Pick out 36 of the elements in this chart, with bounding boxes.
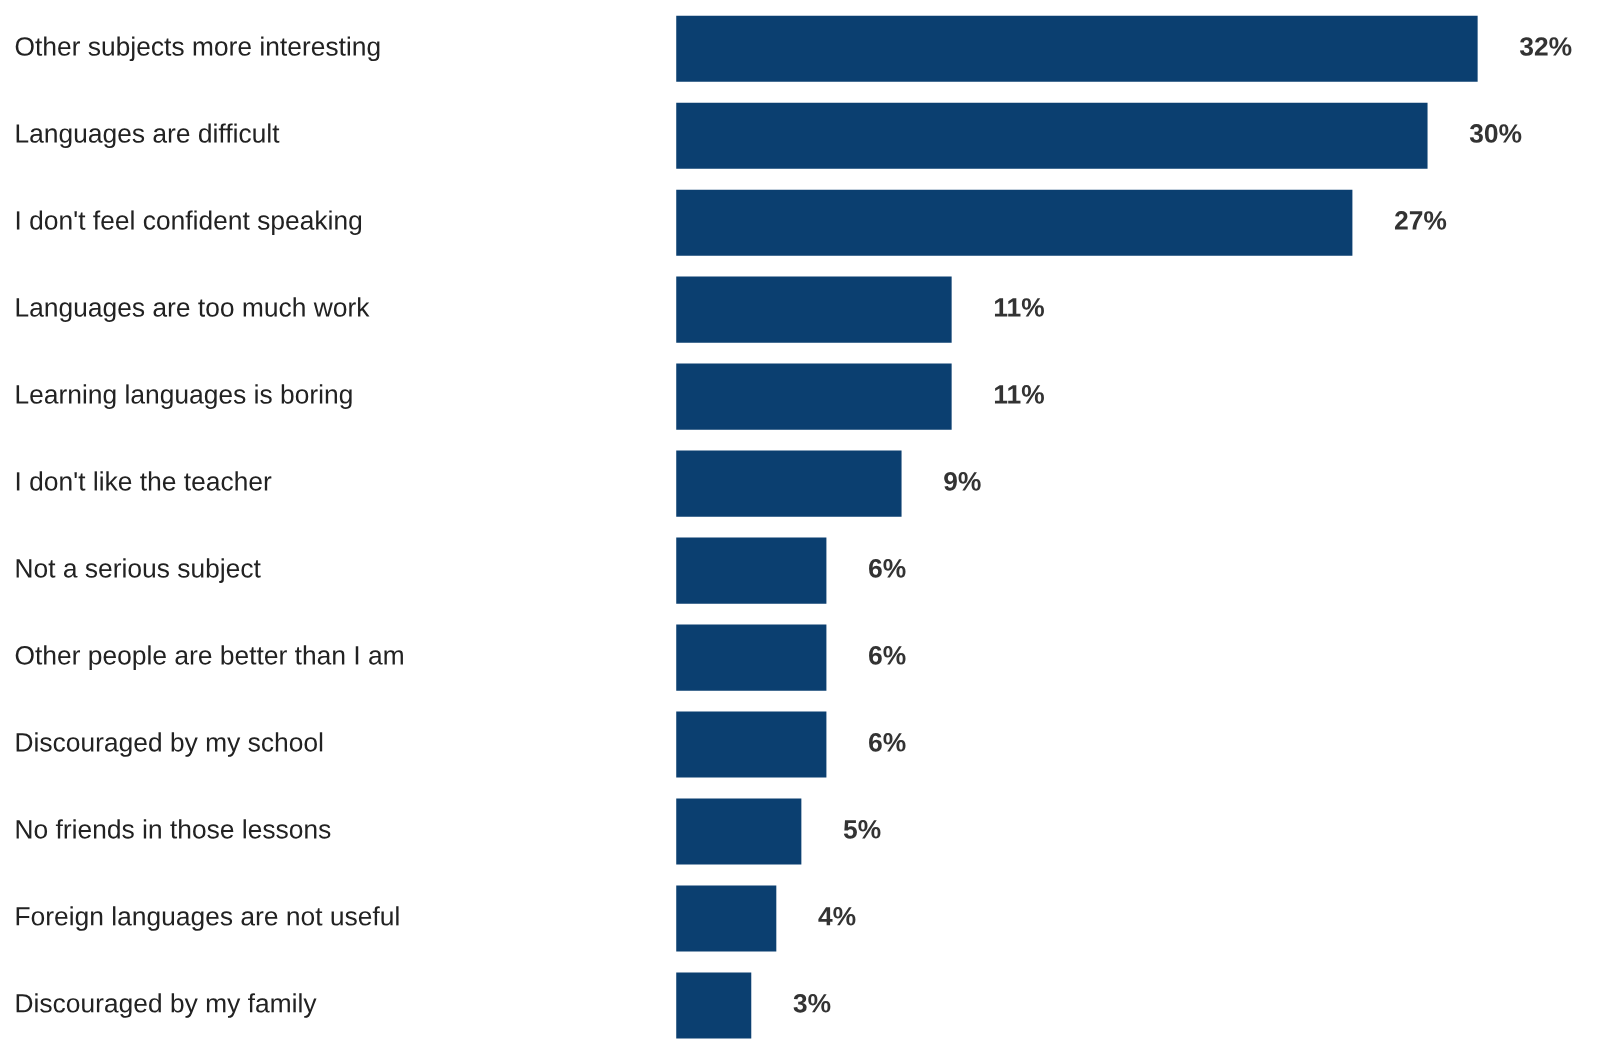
y-tick-label: Discouraged by my school — [16, 732, 323, 757]
y-tick-label: No friends in those lessons — [16, 819, 331, 839]
bar — [676, 276, 952, 343]
y-tick-label: Languages are difficult — [16, 123, 280, 149]
bar — [676, 798, 802, 865]
y-tick-label: I don't feel confident speaking — [16, 210, 362, 235]
data-label: 9% — [944, 472, 981, 491]
y-tick-label: Foreign languages are not useful — [16, 906, 399, 931]
bar — [676, 624, 827, 691]
data-label: 27% — [1394, 211, 1447, 230]
data-label: 5% — [843, 820, 881, 839]
data-label: 32% — [1519, 37, 1572, 56]
bar — [676, 15, 1478, 82]
data-label: 11% — [994, 385, 1044, 404]
y-tick-label: Learning languages is boring — [16, 384, 352, 409]
bar — [676, 102, 1428, 169]
y-tick-label: Languages are too much work — [16, 297, 370, 322]
data-label: 3% — [793, 993, 831, 1013]
data-label: 11% — [994, 298, 1044, 317]
bar — [676, 189, 1353, 256]
data-label: 6% — [869, 645, 906, 665]
data-label: 6% — [869, 559, 906, 578]
bar — [676, 711, 827, 778]
bar — [676, 363, 952, 430]
data-label: 6% — [869, 732, 906, 752]
y-tick-label: Discouraged by my family — [16, 993, 317, 1018]
y-tick-label: Not a serious subject — [16, 558, 261, 583]
y-tick-label: I don't like the teacher — [16, 471, 272, 491]
bar — [676, 972, 752, 1039]
y-tick-label: Other people are better than I am — [15, 645, 403, 670]
y-tick-label: Other subjects more interesting — [15, 36, 380, 62]
bar — [676, 885, 777, 952]
data-label: 4% — [818, 906, 856, 926]
data-label: 30% — [1469, 124, 1522, 143]
bar — [676, 450, 902, 517]
bar — [676, 537, 827, 604]
